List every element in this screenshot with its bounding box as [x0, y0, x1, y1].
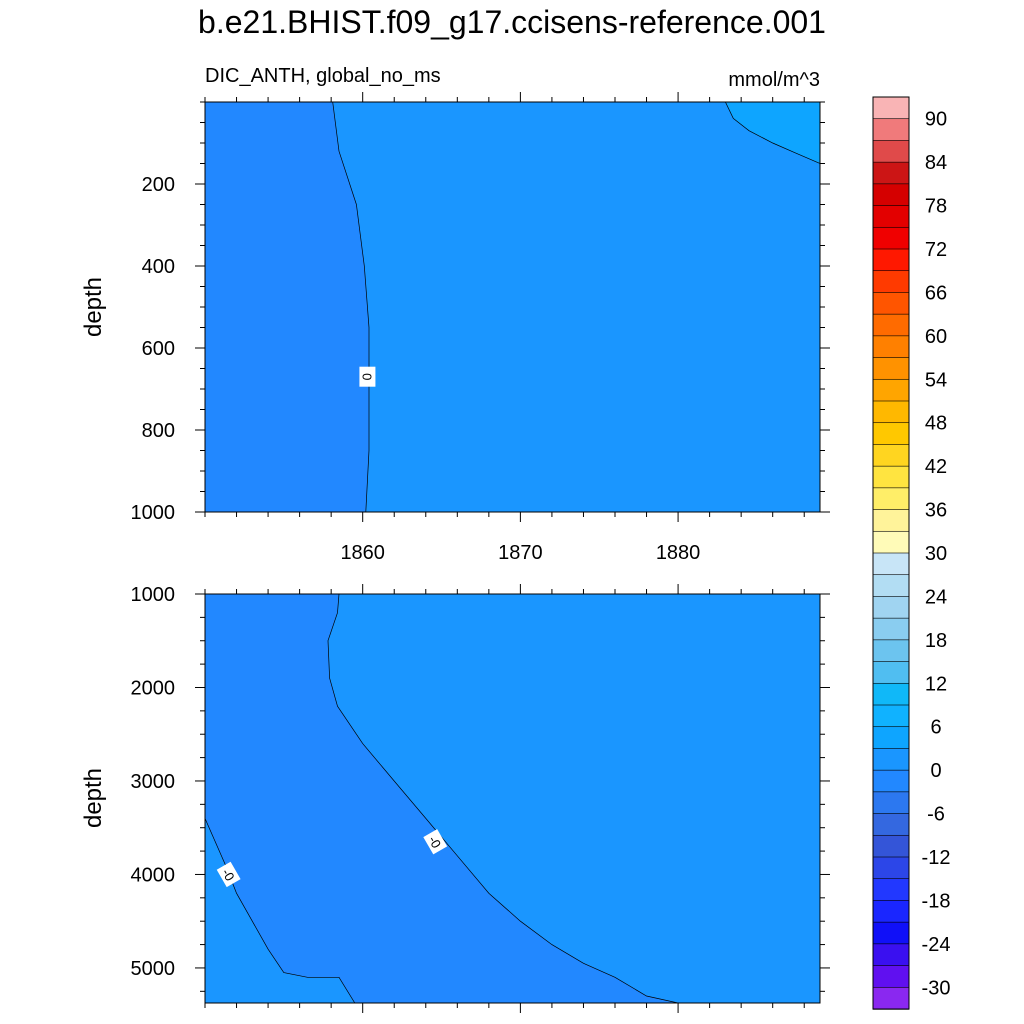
colorbar-swatch — [872, 292, 910, 315]
colorbar-swatch — [872, 444, 910, 467]
colorbar-swatch — [872, 313, 910, 337]
colorbar: 908478726660544842363024181260-6-12-18-2… — [872, 96, 951, 1010]
y-axis-label: depth — [80, 277, 107, 337]
colorbar-swatch — [872, 682, 910, 706]
contour-region-2 — [725, 102, 820, 164]
colorbar-label: 12 — [925, 673, 947, 695]
colorbar-label: 6 — [930, 717, 941, 739]
colorbar-swatch — [872, 639, 910, 663]
y-tick-label: 3000 — [131, 771, 176, 793]
colorbar-swatch — [872, 900, 910, 923]
colorbar-swatch — [872, 617, 910, 641]
colorbar-label: 48 — [925, 413, 947, 435]
colorbar-swatch — [872, 357, 910, 380]
colorbar-swatch — [872, 813, 910, 836]
colorbar-swatch — [872, 965, 910, 988]
colorbar-swatch — [872, 704, 910, 728]
colorbar-label: 90 — [925, 109, 947, 131]
plot-frame — [204, 593, 821, 1004]
y-tick-label: 1000 — [131, 584, 176, 606]
units-label: mmol/m^3 — [728, 69, 820, 91]
colorbar-swatch — [872, 726, 910, 750]
colorbar-swatch — [872, 791, 910, 815]
colorbar-label: -18 — [922, 890, 951, 912]
contour-label: 0 — [359, 366, 376, 387]
colorbar-swatch — [872, 943, 910, 967]
colorbar-label: 0 — [930, 760, 941, 782]
colorbar-swatch — [872, 96, 910, 120]
colorbar-swatch — [872, 400, 910, 424]
colorbar-swatch — [872, 487, 910, 511]
colorbar-swatch — [872, 769, 910, 793]
variable-label: DIC_ANTH, global_no_ms — [205, 65, 441, 87]
colorbar-swatch — [872, 378, 910, 402]
x-tick-label: 1880 — [656, 542, 701, 564]
colorbar-label: 36 — [925, 500, 947, 522]
colorbar-swatch — [872, 552, 910, 576]
y-tick-label: 200 — [142, 174, 175, 196]
colorbar-swatch — [872, 226, 910, 250]
colorbar-swatch — [872, 878, 910, 902]
colorbar-swatch — [872, 834, 910, 858]
svg-text:0: 0 — [359, 373, 374, 380]
colorbar-swatch — [872, 509, 910, 532]
colorbar-swatch — [872, 335, 910, 359]
colorbar-label: 30 — [925, 543, 947, 565]
colorbar-label: 66 — [925, 282, 947, 304]
colorbar-swatch — [872, 530, 910, 554]
y-tick-label: 1000 — [131, 502, 176, 524]
colorbar-label: 72 — [925, 239, 947, 261]
colorbar-swatch — [872, 140, 910, 163]
x-tick-label: 1860 — [340, 542, 385, 564]
y-tick-label: 2000 — [131, 677, 176, 699]
colorbar-label: 18 — [925, 630, 947, 652]
colorbar-swatch — [872, 270, 910, 294]
colorbar-swatch — [872, 856, 910, 880]
colorbar-label: 60 — [925, 326, 947, 348]
chart-title: b.e21.BHIST.f09_g17.ccisens-reference.00… — [198, 4, 826, 40]
contour-label: -0 — [216, 861, 241, 888]
y-tick-label: 400 — [142, 256, 175, 278]
colorbar-swatch — [872, 248, 910, 272]
colorbar-label: -12 — [922, 847, 951, 869]
colorbar-label: 42 — [925, 456, 947, 478]
colorbar-swatch — [872, 465, 910, 489]
colorbar-label: -24 — [922, 934, 951, 956]
upper-contour-panel: 0 200 400 600 800 1000 1860 1870 1880 depth — [80, 92, 830, 564]
y-tick-label: 4000 — [131, 864, 176, 886]
contour-region-1 — [205, 102, 370, 512]
x-tick-label: 1870 — [498, 542, 543, 564]
colorbar-swatch — [872, 205, 910, 228]
colorbar-swatch — [872, 921, 910, 945]
colorbar-swatch — [872, 748, 910, 771]
lower-contour-panel: -0 -0 1000 2000 3000 4000 5000 depth — [80, 584, 830, 1013]
colorbar-label: 24 — [925, 586, 947, 608]
colorbar-label: 54 — [925, 369, 947, 391]
colorbar-swatch — [872, 986, 910, 1010]
colorbar-swatch — [872, 183, 910, 207]
colorbar-swatch — [872, 161, 910, 185]
colorbar-swatch — [872, 574, 910, 598]
y-tick-label: 800 — [142, 420, 175, 442]
colorbar-label: 78 — [925, 196, 947, 218]
y-tick-label: 5000 — [131, 958, 176, 980]
colorbar-swatch — [872, 661, 910, 684]
y-tick-label: 600 — [142, 338, 175, 360]
y-axis-label: depth — [80, 768, 107, 828]
contour-region-1 — [205, 594, 679, 1003]
colorbar-swatch — [872, 422, 910, 446]
contour-label: -0 — [423, 829, 448, 855]
colorbar-label: 84 — [925, 152, 947, 174]
colorbar-label: -6 — [927, 804, 945, 826]
colorbar-swatch — [872, 596, 910, 619]
colorbar-swatch — [872, 118, 910, 142]
colorbar-label: -30 — [922, 977, 951, 999]
